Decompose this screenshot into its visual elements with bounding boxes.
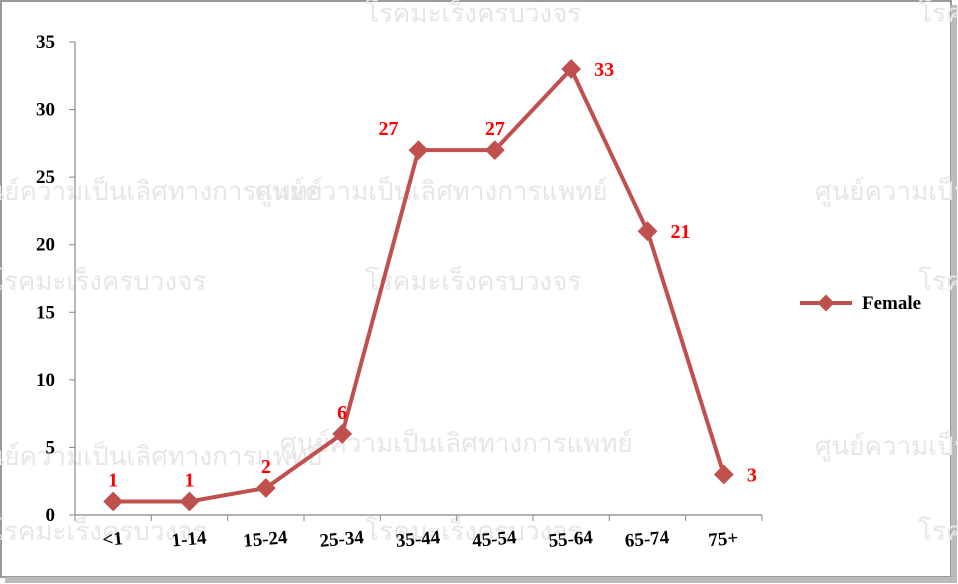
watermark: โรคมะเร็งครบวงจร [918,265,958,297]
watermark: ศูนย์ความเป็นเลิศทางการแพทย์ [0,175,323,207]
x-tick-label: 15-24 [242,527,288,552]
data-label: 33 [594,59,614,81]
y-tick-label: 10 [36,370,55,391]
marker [713,464,734,485]
watermark: ศูนย์ความเป็นเลิศทางการแพทย์ [255,175,608,207]
data-label: 27 [485,118,505,140]
x-tick-label: 45-54 [471,527,517,552]
data-label: 3 [747,464,757,486]
watermark: โรคมะเร็งครบวงจร [0,265,206,297]
x-tick-label: 35-44 [395,527,441,552]
watermark: โรคมะเร็งครบวงจร [365,515,581,547]
marker [255,478,276,498]
frame-shadow [951,5,957,581]
watermark: โรคมะเร็งครบวงจร [918,0,958,29]
y-tick-label: 30 [36,100,55,121]
x-tick-label: 1-14 [171,527,208,551]
marker [179,491,200,512]
x-tick-label: 65-74 [624,527,670,552]
watermark: ศูนย์ความเป็นเลิศทางการแพทย์ [815,430,958,462]
x-tick-label: 55-64 [548,527,594,552]
watermark: ศูนย์ความเป็นเลิศทางการแพทย์ [815,175,958,207]
watermark: ศูนย์ความเป็นเลิศทางการแพทย์ [0,440,323,472]
watermark: โรคมะเร็งครบวงจร [365,0,581,29]
marker [484,140,505,161]
watermark: โรคมะเร็งครบวงจร [918,515,958,547]
y-tick-label: 15 [36,302,55,323]
data-label: 21 [671,221,691,243]
y-tick-label: 35 [36,32,55,53]
marker [332,424,353,444]
frame-shadow [5,577,957,583]
watermark: โรคมะเร็งครบวงจร [0,515,206,547]
marker [408,140,429,161]
y-tick-label: 5 [46,437,56,458]
y-tick-label: 25 [36,167,55,188]
y-tick-label: 0 [46,505,56,526]
x-tick-label: <1 [102,528,124,551]
x-tick-label: 25-34 [319,527,365,552]
data-label: 6 [337,402,347,424]
marker [103,491,124,512]
data-label: 27 [379,118,399,140]
data-label: 2 [261,456,271,478]
watermark-layer: โรคมะเร็งครบวงจรโรคมะเร็งครบวงจรโรคมะเร็… [0,0,958,547]
y-tick-label: 20 [36,235,55,256]
legend-marker [817,294,835,312]
watermark: ศูนย์ความเป็นเลิศทางการแพทย์ [280,427,633,459]
data-label: 1 [108,469,118,491]
watermark: โรคมะเร็งครบวงจร [365,265,581,297]
x-tick-label: 75+ [708,528,740,552]
data-label: 1 [185,469,195,491]
legend-label: Female [862,293,921,314]
